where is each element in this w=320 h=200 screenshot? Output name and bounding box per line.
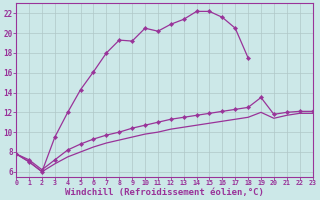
X-axis label: Windchill (Refroidissement éolien,°C): Windchill (Refroidissement éolien,°C) [65, 188, 264, 197]
